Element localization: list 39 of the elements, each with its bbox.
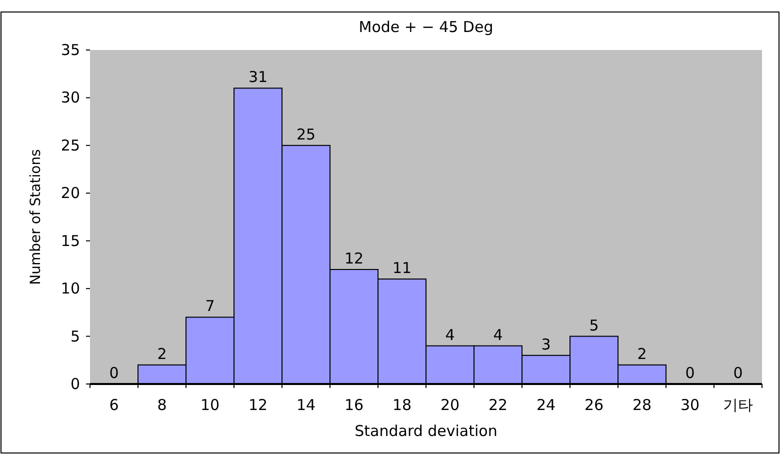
x-tick-label: 22 <box>488 396 508 414</box>
data-label: 12 <box>344 249 364 268</box>
x-tick-label: 16 <box>344 396 364 414</box>
x-tick-label: 30 <box>680 396 700 414</box>
x-tick-label: 8 <box>157 396 167 414</box>
x-tick-label: 20 <box>440 396 460 414</box>
y-tick-label: 10 <box>60 280 80 298</box>
data-label: 2 <box>637 344 647 363</box>
x-tick-label: 26 <box>584 396 604 414</box>
y-tick-label: 25 <box>60 136 80 154</box>
x-tick-label: 24 <box>536 396 556 414</box>
data-label: 31 <box>248 68 268 86</box>
x-tick-label: 6 <box>109 396 119 414</box>
x-axis-title: Standard deviation <box>354 422 498 440</box>
x-tick-label: 12 <box>248 396 268 414</box>
data-label: 11 <box>392 259 412 278</box>
data-label: 0 <box>733 364 743 382</box>
x-tick-label: 10 <box>200 396 220 414</box>
x-tick-label: 기타 <box>723 396 753 414</box>
x-tick-label: 14 <box>296 396 316 414</box>
x-tick-label: 28 <box>632 396 652 414</box>
data-label: 25 <box>296 125 316 144</box>
data-label: 7 <box>205 297 215 316</box>
data-label: 4 <box>493 326 503 344</box>
data-label: 3 <box>541 335 551 354</box>
data-label: 4 <box>445 326 455 344</box>
data-label: 0 <box>685 364 695 382</box>
y-tick-label: 5 <box>70 327 80 346</box>
y-axis-title: Number of Stations <box>28 149 44 285</box>
data-label: 5 <box>589 316 599 334</box>
chart-title: Mode + − 45 Deg <box>358 18 494 36</box>
y-tick-label: 30 <box>60 88 80 107</box>
y-tick-label: 15 <box>60 232 80 250</box>
y-tick-label: 0 <box>70 375 80 393</box>
x-tick-label: 18 <box>392 396 412 414</box>
data-label: 2 <box>157 344 167 363</box>
data-label: 0 <box>109 364 119 382</box>
y-tick-label: 35 <box>60 41 80 59</box>
y-tick-label: 20 <box>60 184 80 202</box>
